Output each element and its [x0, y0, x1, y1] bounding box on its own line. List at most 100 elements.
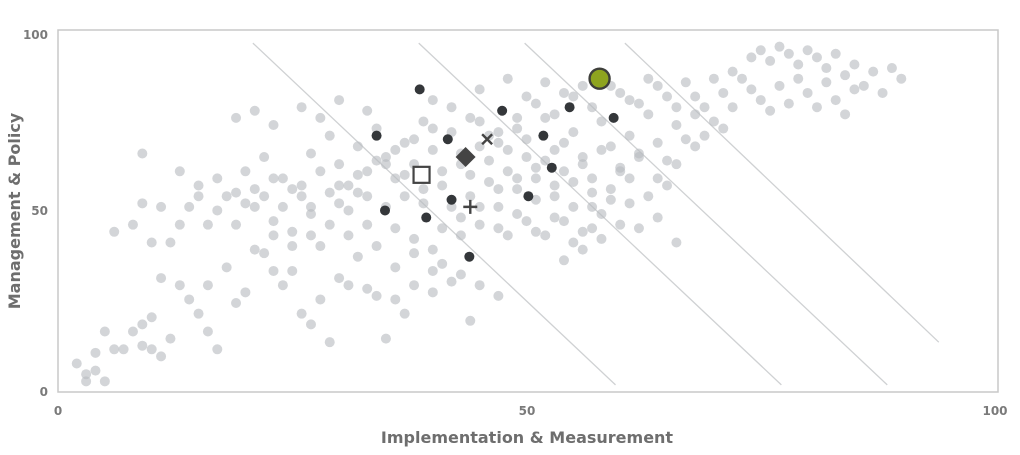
- data-point-270: [549, 212, 560, 223]
- data-point-115: [380, 152, 391, 163]
- data-point-39: [371, 290, 382, 301]
- data-point-268: [512, 209, 523, 219]
- data-point-90: [558, 216, 569, 227]
- data-point-247: [671, 159, 682, 170]
- data-point-208: [680, 77, 691, 88]
- data-point-230: [268, 173, 279, 184]
- data-point-63: [305, 209, 316, 219]
- data-point-242: [577, 159, 588, 170]
- data-point-181: [793, 59, 804, 70]
- data-point-92: [577, 226, 588, 237]
- data-point-88: [540, 230, 551, 241]
- data-point-232: [231, 187, 242, 198]
- data-point-81: [474, 219, 485, 230]
- data-point-84: [502, 230, 513, 241]
- data-point-186: [840, 70, 851, 81]
- data-point-196: [774, 80, 785, 91]
- data-point-121: [437, 166, 448, 177]
- data-point-223: [399, 169, 410, 180]
- x-marker: [481, 133, 493, 146]
- data-point-160: [137, 148, 148, 159]
- data-point-195: [765, 105, 776, 116]
- data-point-98: [633, 223, 644, 234]
- data-point-236: [156, 201, 167, 212]
- data-point-70: [371, 241, 382, 252]
- data-point-127: [493, 137, 504, 148]
- data-point-95: [605, 194, 616, 205]
- data-point-126: [484, 155, 495, 166]
- dark-point-9: [380, 205, 391, 216]
- data-point-258: [512, 173, 523, 184]
- data-point-200: [811, 102, 822, 113]
- data-point-199: [802, 87, 813, 98]
- data-point-101: [662, 180, 673, 191]
- dark-point-4: [538, 130, 549, 141]
- data-point-134: [558, 166, 569, 177]
- data-point-137: [587, 173, 598, 184]
- data-point-254: [371, 155, 382, 166]
- data-point-271: [568, 237, 579, 248]
- data-point-203: [840, 109, 851, 120]
- diagonal-lines: [252, 42, 940, 386]
- data-point-0: [71, 358, 82, 369]
- data-point-205: [737, 73, 748, 84]
- data-point-60: [277, 201, 288, 212]
- data-point-226: [343, 205, 354, 216]
- data-point-174: [708, 73, 719, 84]
- data-point-30: [287, 265, 298, 276]
- data-point-148: [690, 109, 701, 120]
- data-point-255: [352, 169, 363, 180]
- data-point-31: [296, 308, 307, 319]
- dark-point-11: [446, 194, 457, 205]
- data-point-180: [783, 48, 794, 59]
- data-point-99: [643, 191, 654, 202]
- data-point-96: [615, 219, 626, 230]
- data-point-272: [587, 223, 598, 234]
- data-point-171: [652, 80, 663, 91]
- data-point-249: [465, 112, 476, 123]
- data-point-152: [727, 102, 738, 113]
- data-point-169: [615, 87, 626, 98]
- data-point-176: [746, 52, 757, 63]
- data-point-41: [390, 294, 401, 305]
- data-point-128: [502, 166, 513, 177]
- diagonal-line-3: [624, 42, 940, 343]
- data-point-263: [605, 184, 616, 195]
- data-point-54: [221, 191, 232, 202]
- data-point-55: [231, 219, 242, 230]
- data-point-50: [184, 201, 195, 212]
- data-point-158: [334, 95, 345, 106]
- diagonal-line-2: [524, 42, 888, 386]
- data-point-43: [409, 280, 420, 291]
- data-point-5: [90, 347, 101, 358]
- data-point-76: [427, 244, 438, 255]
- data-point-240: [540, 155, 551, 166]
- data-point-79: [455, 230, 466, 241]
- data-point-64: [315, 241, 326, 252]
- data-point-179: [774, 41, 785, 52]
- data-point-277: [558, 255, 569, 266]
- data-point-62: [296, 191, 307, 202]
- data-point-68: [352, 187, 363, 198]
- data-point-120: [427, 144, 438, 155]
- data-point-138: [596, 116, 607, 127]
- data-point-218: [493, 127, 504, 138]
- data-point-204: [849, 84, 860, 95]
- data-point-228: [305, 201, 316, 212]
- data-point-116: [390, 173, 401, 184]
- data-point-192: [896, 73, 907, 84]
- data-point-37: [352, 251, 363, 262]
- data-point-224: [380, 159, 391, 170]
- data-point-27: [259, 248, 270, 259]
- data-point-190: [877, 87, 888, 98]
- data-point-135: [568, 127, 579, 138]
- data-point-184: [821, 63, 832, 74]
- data-point-82: [484, 176, 495, 187]
- data-point-17: [174, 280, 185, 291]
- data-point-243: [596, 144, 607, 155]
- data-point-250: [446, 102, 457, 113]
- data-point-269: [530, 226, 541, 237]
- data-point-1: [81, 369, 92, 380]
- data-point-42: [399, 308, 410, 319]
- data-point-231: [249, 201, 260, 212]
